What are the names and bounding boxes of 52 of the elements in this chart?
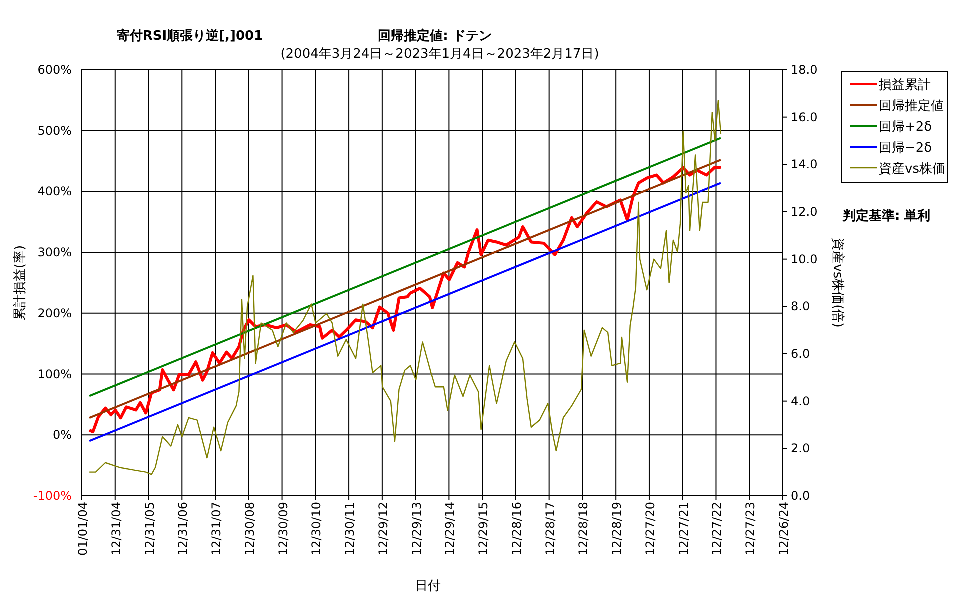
y2-tick-label: 4.0 xyxy=(791,394,810,408)
legend-label: 損益累計 xyxy=(879,78,931,93)
y-axis-title: 累計損益(率) xyxy=(12,245,28,321)
y-tick-label: -100% xyxy=(33,489,72,503)
y2-tick-label: 0.0 xyxy=(791,489,810,503)
x-tick-label: 12/26/24 xyxy=(777,502,791,556)
y2-tick-label: 10.0 xyxy=(791,252,818,266)
y-tick-label: 400% xyxy=(38,184,72,199)
x-tick-label: 01/01/04 xyxy=(76,502,90,556)
y2-tick-label: 2.0 xyxy=(791,442,810,456)
x-tick-label: 12/27/23 xyxy=(744,502,758,556)
chart-subtitle: (2004年3月24日～2023年1月4日～2023年2月17日) xyxy=(280,47,600,62)
x-tick-label: 12/31/04 xyxy=(109,502,124,556)
y-tick-label: 100% xyxy=(38,367,72,382)
x-tick-label: 12/31/07 xyxy=(210,502,224,556)
x-tick-label: 12/31/05 xyxy=(142,502,157,556)
x-tick-label: 12/29/14 xyxy=(443,502,458,556)
y-tick-label: 300% xyxy=(38,246,72,260)
x-tick-label: 12/30/11 xyxy=(343,502,358,556)
legend-label: 資産vs株価 xyxy=(879,161,946,177)
text: 回帰推定値: ドテン xyxy=(378,28,492,44)
y2-axis-title: 資産vs株価(倍) xyxy=(830,238,846,328)
x-tick-label: 12/29/12 xyxy=(376,502,390,556)
x-tick-label: 12/28/16 xyxy=(510,502,524,556)
y2-tick-label: 16.0 xyxy=(791,110,818,124)
x-tick-label: 12/29/13 xyxy=(410,502,424,556)
y-tick-label: 600% xyxy=(38,63,72,77)
legend-label: 回帰−2δ xyxy=(879,141,932,156)
y-tick-label: 200% xyxy=(38,306,72,320)
x-axis-title: 日付 xyxy=(415,579,441,594)
x-tick-label: 12/28/19 xyxy=(610,502,624,556)
x-tick-label: 12/28/18 xyxy=(576,502,591,556)
x-tick-label: 12/27/22 xyxy=(710,502,724,556)
x-tick-label: 12/27/21 xyxy=(676,502,691,556)
x-tick-label: 12/29/15 xyxy=(476,502,491,556)
y-tick-label: 500% xyxy=(38,124,72,138)
x-tick-label: 12/27/20 xyxy=(643,502,658,556)
x-tick-label: 12/30/10 xyxy=(310,502,324,556)
legend-label: 回帰+2δ xyxy=(879,120,932,135)
y2-tick-label: 18.0 xyxy=(791,63,818,77)
legend-label: 回帰推定値 xyxy=(879,99,944,114)
text: 判定基準: 単利 xyxy=(842,208,931,224)
x-tick-label: 12/30/09 xyxy=(276,502,290,556)
chart-title: 寄付RSI順張り逆[,]001 xyxy=(116,28,264,44)
x-tick-label: 12/30/08 xyxy=(242,502,257,556)
y-tick-label: 0% xyxy=(52,428,72,442)
x-tick-label: 12/28/17 xyxy=(543,502,558,556)
y2-tick-label: 8.0 xyxy=(791,300,810,314)
y2-tick-label: 6.0 xyxy=(791,347,810,361)
x-tick-label: 12/31/06 xyxy=(176,502,190,556)
y2-tick-label: 12.0 xyxy=(791,205,818,219)
y2-tick-label: 14.0 xyxy=(791,158,818,172)
